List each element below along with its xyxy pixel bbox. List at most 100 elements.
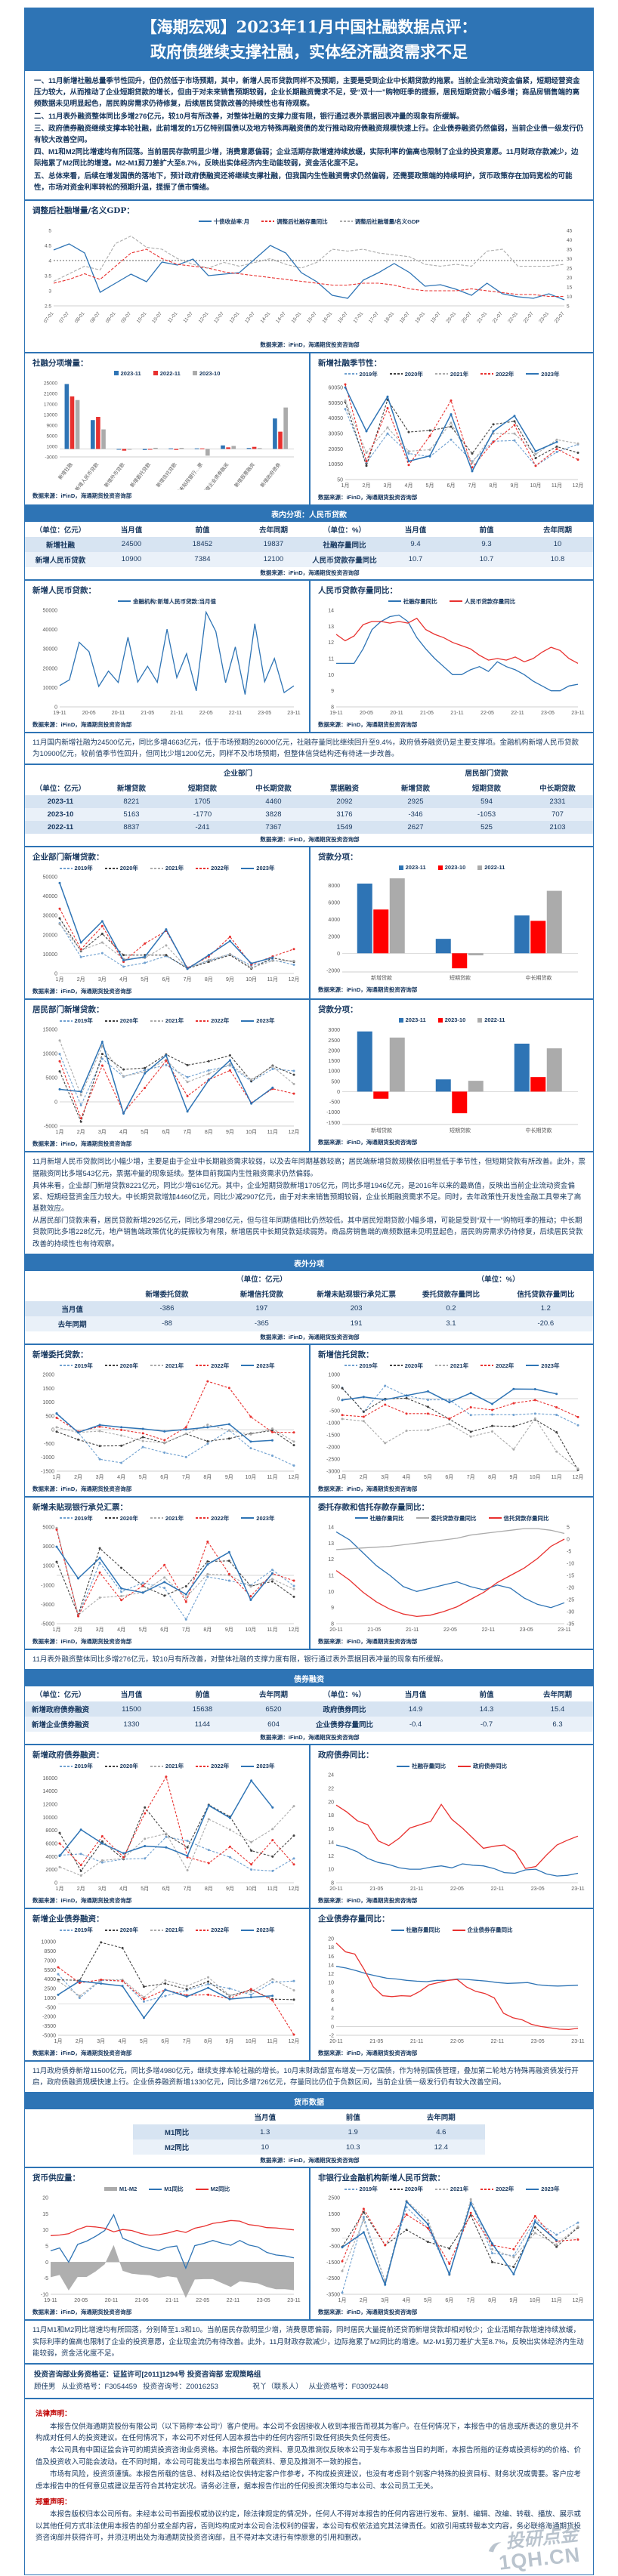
svg-text:9月: 9月 [225, 1627, 233, 1633]
table-cell: 4460 [265, 797, 282, 807]
table-row: 新增政府债券融资 11500 15638 6520 政府债券同比 14.9 14… [25, 1701, 593, 1717]
svg-text:-1000: -1000 [326, 1111, 340, 1116]
table-header-cell: 当月值 [96, 1686, 167, 1702]
legend-item: 2023年 [526, 1362, 559, 1370]
legend-marker [59, 1365, 73, 1367]
svg-text:5月: 5月 [141, 976, 149, 983]
svg-text:12月: 12月 [289, 1129, 300, 1135]
legend-marker [150, 867, 163, 869]
table-cell: 去年同期 [57, 1320, 87, 1329]
svg-text:500: 500 [45, 1414, 54, 1419]
table-header-cell: 前值 [167, 1686, 238, 1702]
svg-text:4月: 4月 [405, 483, 413, 489]
svg-text:20: 20 [328, 1800, 334, 1805]
svg-text:0: 0 [337, 952, 340, 957]
svg-text:5月: 5月 [426, 483, 434, 489]
legend-item: 2023-10 [437, 864, 465, 871]
legend-item: 2021年 [150, 1762, 184, 1770]
svg-text:9: 9 [331, 1606, 334, 1611]
svg-text:6月: 6月 [162, 1886, 170, 1892]
paragraph-text: 从居民部门贷款来看，居民贷款新增2925亿元，同比多增298亿元，但与往年同期值… [32, 1217, 583, 1248]
table-band: 表内分项：人民币贷款 [25, 505, 593, 522]
svg-text:40: 40 [567, 238, 573, 243]
paragraph-text: 11月表外融资整体同比多增276亿元，较10月有所改善，对整体社融的支撑力度有限… [32, 1655, 448, 1664]
svg-text:10月: 10月 [246, 976, 257, 983]
svg-text:17-01: 17-01 [353, 311, 365, 325]
table-cell: 7367 [265, 823, 282, 832]
svg-text:-500: -500 [329, 1100, 340, 1106]
legend-marker [192, 371, 197, 376]
svg-text:-1000: -1000 [41, 1455, 54, 1461]
trust-loans-line-chart: 1000 500 0 -500 -1000 -1500 -2000 -2500 -3000 1月 2… [317, 1370, 587, 1483]
legend-item: 2019年 [344, 370, 378, 378]
svg-text:-5000: -5000 [44, 1124, 57, 1130]
svg-text:2月: 2月 [77, 1886, 85, 1892]
legend-item: 2022年 [480, 370, 514, 378]
legend-marker [391, 1929, 404, 1931]
svg-text:6: 6 [331, 1998, 334, 2004]
legend-marker [434, 2188, 448, 2190]
legend-marker [113, 371, 119, 376]
table-header-cell: 前值 [167, 521, 238, 537]
svg-text:12月: 12月 [573, 483, 584, 489]
chart-title: 人民币贷款存量同比： [318, 585, 397, 595]
source-note: 数据来源：iFinD，海通期货投资咨询部 [32, 1897, 132, 1905]
svg-text:15: 15 [42, 2212, 48, 2217]
legend-item: 2023年 [241, 1514, 274, 1522]
license-line: 投资咨询部业务资格证：证监许可[2011]1294号 投资咨询部 宏观策略组 [34, 2370, 261, 2379]
legend-item: 2021年 [434, 1362, 468, 1370]
chart-legend: 十债收益率:月 调整后社融存量同比 调整后社融增量/名义GDP [31, 217, 587, 226]
svg-text:50000: 50000 [43, 875, 58, 881]
svg-text:8: 8 [331, 1621, 334, 1627]
svg-text:短期贷款: 短期贷款 [450, 974, 471, 981]
legend-label: 2019年 [74, 1514, 93, 1522]
svg-text:12: 12 [328, 1972, 334, 1977]
table-cell: 8837 [123, 823, 140, 832]
svg-text:中长期贷款: 中长期贷款 [526, 974, 552, 981]
svg-text:6月: 6月 [161, 2038, 169, 2044]
svg-text:6月: 6月 [445, 2297, 453, 2303]
svg-text:5000: 5000 [42, 1525, 54, 1530]
svg-text:19-11: 19-11 [53, 711, 66, 716]
svg-text:22-11: 22-11 [227, 2298, 239, 2303]
panel-corporate-seasonality: 企业部门新增贷款： 2019年 2020年 2021年 2022年 2023年 5000… [25, 847, 309, 998]
legend-label: 2019年 [74, 1362, 93, 1369]
svg-text:13-07: 13-07 [244, 311, 256, 325]
legend-marker [104, 1365, 118, 1367]
svg-text:22-11: 22-11 [511, 711, 524, 716]
legend-label: 2023-11 [405, 1017, 426, 1024]
svg-text:0: 0 [337, 1090, 340, 1095]
panel-entrusted-loans: 新增委托贷款： 2019年 2020年 2021年 2022年 2023年 2000 15… [25, 1345, 309, 1496]
legend-marker [104, 1765, 118, 1767]
svg-text:10月: 10月 [530, 1474, 541, 1480]
svg-text:07-01: 07-01 [43, 311, 55, 325]
chart-title: 新增企业债券融资： [32, 1914, 104, 1924]
svg-text:12月: 12月 [289, 2038, 300, 2044]
table-header-cell: 新增贷款 [96, 780, 167, 796]
svg-text:10: 10 [328, 1981, 334, 1986]
legend-item: 2023年 [526, 2185, 559, 2193]
chart-legend: 2019年 2020年 2021年 2022年 2023年 [31, 1926, 303, 1934]
legend-item: 2023-11 [398, 1017, 426, 1024]
svg-text:-1500: -1500 [41, 1469, 54, 1474]
svg-text:-5000: -5000 [42, 2034, 56, 2039]
svg-text:30: 30 [567, 257, 573, 262]
svg-text:7月: 7月 [467, 2297, 475, 2303]
svg-text:6月: 6月 [160, 1627, 168, 1633]
legend-item: 2019年 [59, 1926, 93, 1934]
legend-item: 2023-10 [192, 370, 220, 377]
legend-item: 2019年 [59, 864, 93, 872]
legend-item: 十债收益率:月 [198, 217, 249, 226]
svg-text:5500: 5500 [44, 1968, 56, 1973]
panel-new-rmb-loans: 新增人民币贷款： 金融机构:新增人民币贷款:当月值 50000 40000 3000… [25, 581, 309, 732]
svg-text:8月: 8月 [203, 1627, 212, 1633]
svg-text:7月: 7月 [184, 1886, 192, 1892]
svg-text:2500: 2500 [44, 1987, 56, 1992]
table-header-cell: 短期贷款 [167, 780, 238, 796]
svg-text:-500: -500 [329, 1408, 340, 1414]
source-note: 数据来源：iFinD，海通期货投资咨询部 [32, 2309, 132, 2316]
legend-label: 社融存量同比 [403, 597, 437, 605]
svg-text:2月: 2月 [360, 2297, 368, 2303]
legend-item: 2020年 [389, 2185, 423, 2193]
svg-text:30000: 30000 [43, 914, 58, 919]
